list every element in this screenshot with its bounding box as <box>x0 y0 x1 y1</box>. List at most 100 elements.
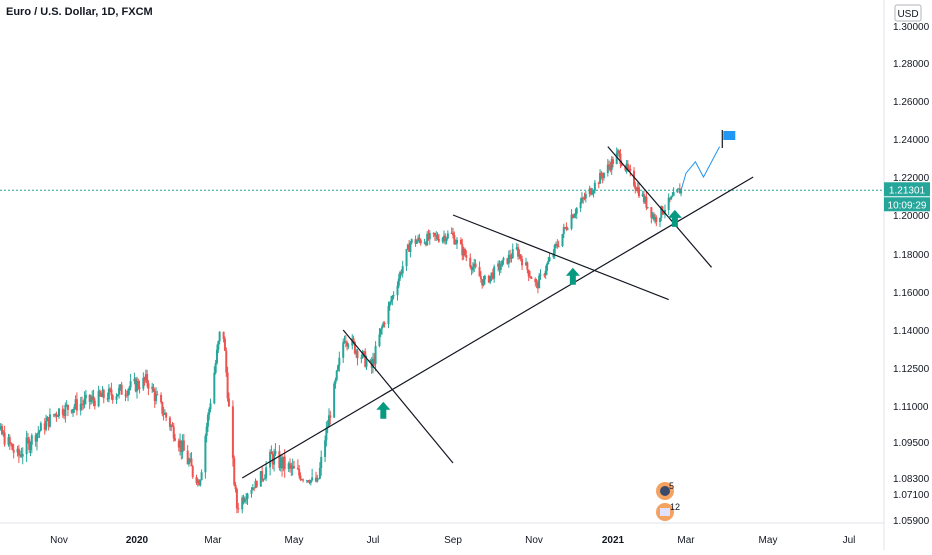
candle-body <box>509 254 512 259</box>
candle-body <box>591 193 594 195</box>
candle-body <box>671 195 674 197</box>
trendline-descending-channel-2 <box>452 214 669 301</box>
candle-body <box>333 383 336 418</box>
candle-body <box>16 448 19 453</box>
candle-body <box>642 194 645 203</box>
candle-body <box>92 396 95 401</box>
price-tick-label: 1.11000 <box>893 402 929 413</box>
price-tick-label: 1.24000 <box>893 135 930 146</box>
candle-body <box>353 342 356 354</box>
up-arrow-icon <box>376 401 391 419</box>
candle-body <box>127 390 130 396</box>
candle-body <box>445 238 448 242</box>
candle-body <box>234 484 237 490</box>
candle-body <box>571 214 574 218</box>
candle-body <box>98 390 101 396</box>
candle-body <box>30 435 33 445</box>
candle-body <box>419 240 422 244</box>
candle-body <box>418 237 421 241</box>
trendline-ascending-support <box>241 176 754 479</box>
candle-body <box>625 163 628 171</box>
candle-body <box>199 480 202 486</box>
last-price-box <box>884 182 930 197</box>
price-axis[interactable]: 1.30000 1.28000 1.26000 1.24000 1.22000 1.200… <box>893 22 930 527</box>
candle-body <box>116 394 119 397</box>
candle-body <box>289 463 292 466</box>
currency-box[interactable] <box>894 4 922 22</box>
candle-body <box>186 450 189 465</box>
candle-body <box>589 188 592 195</box>
candle-body <box>191 466 194 477</box>
candle-body <box>400 272 403 274</box>
candle-body <box>226 372 229 399</box>
candle-body <box>556 243 559 246</box>
candle-body <box>618 150 621 154</box>
candle-body <box>293 466 295 469</box>
candle-body <box>79 403 82 411</box>
event-badge-1[interactable]: 5 <box>656 481 674 500</box>
price-tick-label: 1.05900 <box>893 516 930 527</box>
candle-body <box>17 448 20 456</box>
candle-body <box>433 233 436 236</box>
candle-body <box>119 384 122 388</box>
candle-body <box>498 263 501 270</box>
candle-body <box>459 239 462 245</box>
candle-body <box>28 439 31 450</box>
candle-body <box>215 349 218 364</box>
candle-body <box>609 166 612 170</box>
candle-body <box>526 262 529 270</box>
candle-body <box>7 437 10 445</box>
candle-body <box>399 272 402 279</box>
candle-body <box>557 245 560 247</box>
candle-body <box>574 213 577 216</box>
event-icon-2-inner <box>660 508 670 516</box>
candle-body <box>635 188 638 191</box>
candle-body <box>506 258 509 264</box>
trendline-descending-channel-3 <box>607 146 712 268</box>
candle-body <box>564 227 567 229</box>
candle-body <box>473 263 476 267</box>
price-tick-label: 1.14000 <box>893 326 930 337</box>
price-tick-label: 1.09500 <box>893 438 930 449</box>
candle-body <box>254 481 257 489</box>
candle-body <box>213 372 216 404</box>
candle-body <box>534 279 537 282</box>
candle-body <box>593 182 596 191</box>
time-tick-label: Jul <box>367 535 380 546</box>
candle-body <box>356 350 359 359</box>
candle-body <box>444 235 447 242</box>
candle-body <box>335 370 338 380</box>
candle-body <box>344 341 347 343</box>
candle-body <box>364 351 367 367</box>
event-badge-2[interactable]: 12 <box>656 502 680 521</box>
candle-body <box>583 198 586 200</box>
event-badge-2-count: 12 <box>670 502 680 512</box>
candle-body <box>110 389 113 396</box>
time-axis[interactable]: Nov 2020 Mar May Jul Sep Nov 2021 Mar May Jul <box>50 535 855 546</box>
candle-body <box>134 378 137 392</box>
candle-body <box>602 172 605 178</box>
candle-body <box>600 172 603 177</box>
candle-body <box>608 164 611 167</box>
candle-body <box>588 188 591 195</box>
candle-body <box>580 197 583 203</box>
candle-body <box>290 465 293 469</box>
candle-body <box>177 440 180 448</box>
candle-body <box>651 214 654 218</box>
candle-body <box>566 228 569 230</box>
candle-body <box>296 468 299 470</box>
candle-body <box>265 467 268 479</box>
price-tick-label: 1.28000 <box>893 59 930 70</box>
candle-body <box>474 263 477 268</box>
candle-body <box>527 269 530 277</box>
candle-body <box>200 472 203 481</box>
candle-body <box>324 440 327 457</box>
candle-body <box>372 358 374 368</box>
candle-body <box>160 394 163 402</box>
candle-body <box>125 394 128 396</box>
candle-body <box>471 266 474 271</box>
candle-body <box>388 302 391 306</box>
candle-body <box>38 430 41 433</box>
